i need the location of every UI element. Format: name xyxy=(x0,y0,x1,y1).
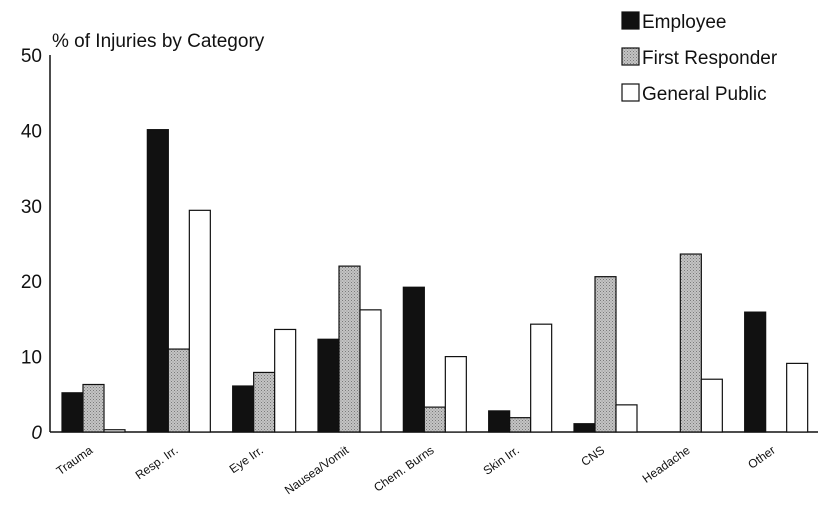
y-axis-ticks: 0 10 20 30 40 50 xyxy=(21,46,43,444)
bar-general-public-resp-irr xyxy=(188,209,211,433)
bar-first-responder-resp-irr xyxy=(167,348,190,433)
category-labels: Trauma Resp. Irr. Eye Irr. Nausea/Vomit Chem… xyxy=(54,443,778,498)
x-tick-label: Skin Irr. xyxy=(481,443,522,478)
bar-employee-resp-irr xyxy=(146,129,169,433)
x-tick-label: CNS xyxy=(578,443,607,469)
y-tick-label: 20 xyxy=(21,272,42,293)
x-tick-label: Headache xyxy=(640,443,693,486)
legend: Employee First Responder General Public xyxy=(621,11,778,105)
bar-first-responder-eye-irr xyxy=(253,371,276,433)
y-tick-label: 30 xyxy=(21,197,42,218)
x-tick-label: Nausea/Vomit xyxy=(282,443,352,498)
bars-group xyxy=(61,129,809,433)
y-tick-label: 40 xyxy=(21,121,42,142)
bar-general-public-nausea-vomit xyxy=(359,309,382,433)
bar-general-public-skin-irr xyxy=(530,323,553,433)
chart-title: % of Injuries by Category xyxy=(52,31,265,52)
bar-first-responder-nausea-vomit xyxy=(338,265,361,433)
legend-swatch-employee xyxy=(621,11,640,30)
bar-first-responder-cns xyxy=(594,276,617,433)
bar-first-responder-trauma xyxy=(82,383,105,433)
bar-general-public-chem-burns xyxy=(444,356,467,433)
x-tick-label: Other xyxy=(745,443,778,472)
x-tick-label: Resp. Irr. xyxy=(133,443,181,482)
bar-employee-cns xyxy=(573,423,596,433)
bar-employee-other xyxy=(744,311,767,433)
bar-general-public-cns xyxy=(615,404,638,433)
y-tick-label: 50 xyxy=(21,46,42,67)
bar-employee-eye-irr xyxy=(232,385,255,433)
bar-employee-nausea-vomit xyxy=(317,338,340,433)
bar-employee-chem-burns xyxy=(402,286,425,433)
bar-general-public-eye-irr xyxy=(274,328,297,433)
bar-first-responder-headache xyxy=(679,253,702,433)
x-tick-label: Trauma xyxy=(54,443,96,478)
legend-label-general-public: General Public xyxy=(642,84,767,105)
legend-label-employee: Employee xyxy=(642,12,727,33)
bar-general-public-trauma xyxy=(103,429,126,433)
legend-label-first-responder: First Responder xyxy=(642,48,778,69)
legend-swatch-general-public xyxy=(621,83,640,102)
bar-general-public-headache xyxy=(700,378,723,433)
bar-employee-skin-irr xyxy=(488,410,511,433)
bar-general-public-other xyxy=(786,362,809,433)
x-tick-label: Eye Irr. xyxy=(227,443,266,476)
bar-first-responder-skin-irr xyxy=(509,417,532,433)
legend-swatch-first-responder xyxy=(621,47,640,66)
y-tick-label: 0 xyxy=(31,423,42,444)
x-tick-label: Chem. Burns xyxy=(371,443,436,495)
y-tick-label: 10 xyxy=(21,348,42,369)
bar-employee-trauma xyxy=(61,392,84,433)
bar-first-responder-chem-burns xyxy=(423,406,446,433)
